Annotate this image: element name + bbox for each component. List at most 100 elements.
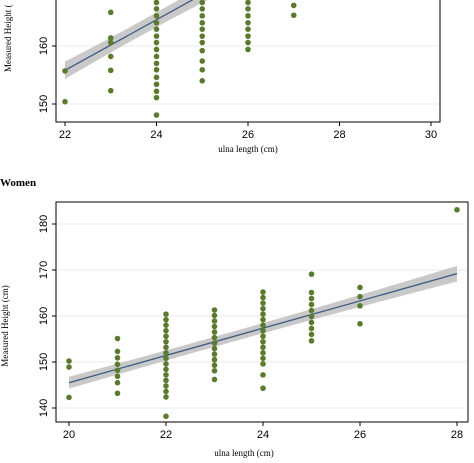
x-ticks-women: 20 22 24 26 28 [63,422,463,441]
data-point [199,47,206,54]
x-tick-label: 28 [333,129,345,141]
data-point [211,329,218,335]
data-point [153,112,160,118]
data-point [308,325,315,332]
data-point [62,68,68,74]
data-point [357,284,363,291]
data-points-top [62,0,297,118]
data-point [153,13,160,19]
y-axis-label-women: Measured Height (cm) [0,285,10,366]
data-point [199,66,206,73]
data-point [199,13,206,19]
data-point [163,316,169,323]
data-point [357,303,363,309]
data-point [245,13,251,19]
data-point [114,361,121,368]
data-point [260,311,266,317]
data-point [199,39,206,46]
data-point [308,331,315,338]
data-point [260,289,266,295]
data-point [308,271,315,277]
data-point [153,81,160,88]
data-point [163,338,169,345]
y-tick-label: 160 [38,307,50,325]
data-point [211,367,218,374]
data-point [199,26,206,32]
data-point [290,2,297,9]
data-point [211,356,218,363]
data-point [245,0,251,6]
data-point [163,413,169,420]
chart-panel-top: 22 24 26 28 30 150 160 ulna length (cm) Measu… [3,0,441,154]
data-point [260,322,266,329]
x-tick-label: 20 [63,429,75,441]
data-point [260,305,266,312]
data-point [260,338,266,345]
data-point [260,327,266,334]
data-point [260,350,266,356]
data-point [260,344,266,351]
data-point [163,388,169,395]
data-point [153,94,160,101]
data-point [153,88,160,95]
data-point [153,33,160,39]
x-tick-label: 22 [59,129,71,141]
data-point [163,344,169,351]
data-point [245,46,251,53]
y-tick-label: 150 [38,353,50,371]
data-point [199,58,206,64]
data-point [153,66,160,73]
data-point [308,295,315,302]
data-point [308,289,315,296]
data-point [245,26,251,32]
x-tick-label: 24 [257,429,269,441]
x-axis-label-top: ulna length (cm) [218,144,277,154]
data-point [211,334,218,341]
data-point [153,39,160,46]
data-point [114,373,121,380]
data-point [199,6,206,12]
data-point [114,355,121,361]
data-point [454,206,460,213]
data-point [153,53,160,60]
y-tick-label: 180 [38,215,50,233]
data-point [163,350,169,356]
data-point [163,361,169,367]
data-point [163,372,169,378]
data-point [199,33,206,39]
data-point [260,385,266,392]
data-point [199,20,206,26]
data-point [163,322,169,329]
data-point [114,335,121,342]
data-point [211,362,218,369]
data-point [107,9,114,16]
data-point [114,348,121,355]
y-ticks-top: 150 160 [38,37,56,113]
data-point [245,33,251,39]
data-point [163,394,169,400]
data-point [153,6,160,12]
data-point [290,12,297,19]
data-point [211,307,218,313]
data-point [211,340,218,346]
y-ticks-women: 140 150 160 170 180 [38,215,56,417]
data-point [163,383,169,389]
data-point [107,87,114,94]
data-point [163,377,169,384]
data-point [114,390,121,397]
data-point [153,74,160,81]
data-point [66,358,72,364]
data-point [308,313,315,320]
data-point [245,6,251,12]
y-tick-label: 140 [38,399,50,417]
data-point [245,20,251,26]
data-point [107,67,114,74]
data-point [357,321,363,327]
data-point [211,376,218,383]
data-point [163,366,169,373]
data-point [260,300,266,306]
data-point [308,319,315,326]
y-axis-label-top: Measured Height ( [3,5,13,72]
data-point [260,294,266,301]
data-point [163,327,169,334]
